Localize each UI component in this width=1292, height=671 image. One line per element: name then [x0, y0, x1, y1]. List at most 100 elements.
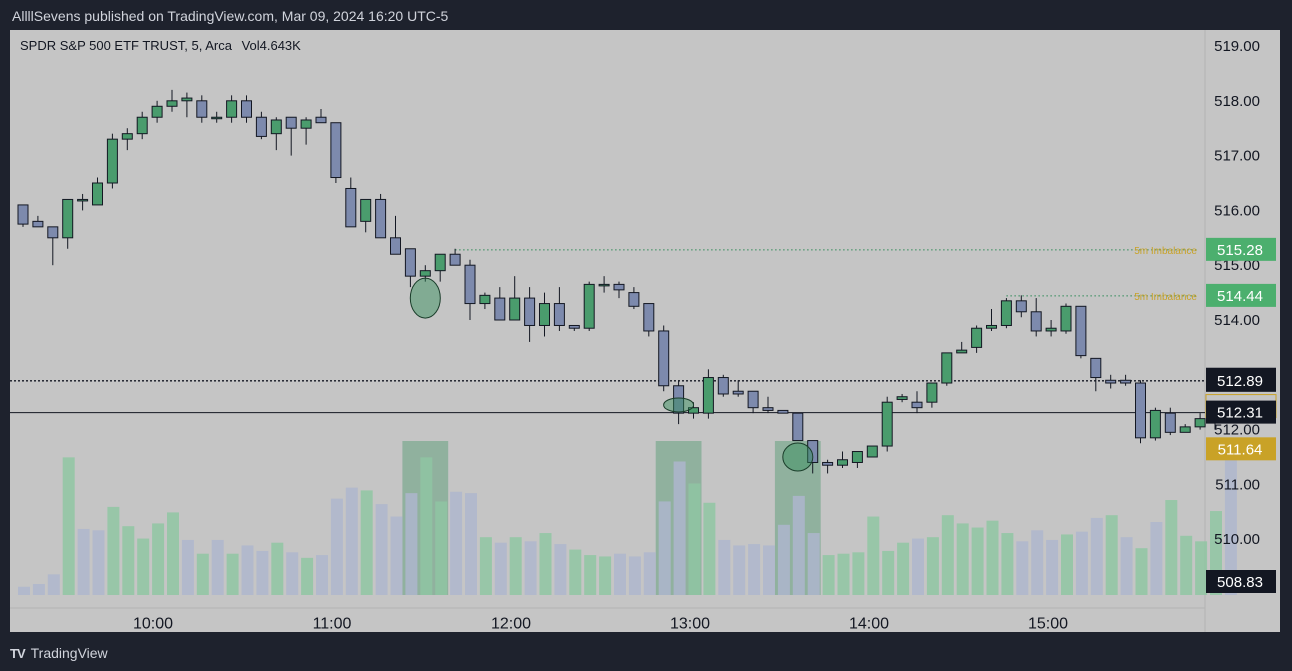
candle[interactable]: [702, 369, 714, 419]
candle[interactable]: [673, 380, 685, 425]
volume-bar: [852, 552, 865, 595]
candle[interactable]: [1120, 374, 1132, 386]
candle[interactable]: [449, 248, 461, 266]
candle[interactable]: [956, 341, 968, 354]
candle[interactable]: [494, 287, 506, 321]
candle[interactable]: [643, 303, 655, 337]
candle[interactable]: [92, 177, 103, 206]
candle[interactable]: [375, 193, 387, 239]
candle[interactable]: [1194, 413, 1206, 430]
candle[interactable]: [777, 409, 789, 414]
volume-bar: [524, 541, 537, 595]
candle[interactable]: [47, 226, 59, 266]
candle[interactable]: [434, 253, 446, 282]
candle[interactable]: [241, 95, 252, 123]
candle[interactable]: [151, 100, 163, 123]
candle[interactable]: [330, 122, 342, 183]
candle[interactable]: [17, 204, 29, 227]
volume-bar: [241, 545, 254, 595]
candle[interactable]: [181, 92, 193, 118]
volume-bar: [196, 553, 209, 595]
volume-bar: [1001, 533, 1014, 595]
candle[interactable]: [1045, 320, 1057, 337]
candle[interactable]: [1000, 298, 1012, 329]
candle[interactable]: [509, 276, 521, 321]
candle[interactable]: [1060, 303, 1072, 334]
candle-body: [583, 283, 595, 329]
volume-bar: [107, 506, 120, 595]
candle[interactable]: [837, 451, 848, 468]
candle[interactable]: [1075, 305, 1087, 359]
candle[interactable]: [479, 292, 491, 310]
candle[interactable]: [196, 95, 208, 123]
candle[interactable]: [732, 380, 744, 397]
price-label-text: 508.83: [1217, 574, 1263, 591]
candle[interactable]: [553, 287, 565, 331]
candle[interactable]: [926, 382, 938, 408]
candle[interactable]: [1105, 374, 1117, 389]
candle[interactable]: [881, 396, 893, 452]
candle-body: [807, 440, 819, 463]
candle[interactable]: [583, 281, 595, 331]
candle[interactable]: [1015, 295, 1027, 318]
candle[interactable]: [866, 445, 878, 458]
candle[interactable]: [211, 111, 223, 123]
volume-bar: [688, 483, 701, 595]
candle[interactable]: [166, 89, 178, 112]
candle[interactable]: [628, 287, 640, 310]
volume-bar: [316, 555, 328, 595]
candle[interactable]: [464, 259, 476, 320]
volume-bar: [1046, 539, 1059, 595]
candle[interactable]: [911, 391, 923, 414]
candle[interactable]: [1135, 380, 1146, 444]
candle[interactable]: [315, 109, 327, 124]
candle[interactable]: [106, 133, 118, 189]
candle[interactable]: [822, 459, 834, 474]
candle[interactable]: [658, 325, 670, 392]
candle[interactable]: [1090, 357, 1102, 392]
candle[interactable]: [300, 117, 312, 145]
candle[interactable]: [32, 215, 44, 228]
volume-bar: [509, 537, 522, 595]
candle[interactable]: [941, 352, 953, 386]
candle[interactable]: [270, 117, 282, 151]
candle[interactable]: [1164, 407, 1176, 436]
candle[interactable]: [62, 198, 74, 249]
volume-bar: [986, 520, 999, 595]
candle[interactable]: [1030, 298, 1042, 337]
volume-bar: [301, 557, 314, 595]
candle[interactable]: [77, 193, 89, 211]
volume-bar: [479, 537, 492, 595]
candle[interactable]: [613, 281, 625, 299]
candle[interactable]: [851, 451, 863, 468]
chart-area[interactable]: 5m Imbalance 5m Imbalance 519.00 518.00 517.…: [10, 30, 1280, 632]
candle[interactable]: [792, 412, 804, 442]
candle[interactable]: [360, 198, 372, 233]
candle[interactable]: [539, 292, 550, 337]
candle[interactable]: [971, 325, 983, 353]
candle[interactable]: [136, 111, 148, 140]
candle[interactable]: [121, 128, 133, 151]
volume-bar: [569, 549, 582, 595]
candle[interactable]: [986, 309, 997, 331]
candle[interactable]: [524, 287, 536, 342]
candle[interactable]: [717, 374, 729, 397]
candle[interactable]: [1179, 424, 1191, 433]
candle-body: [1194, 418, 1206, 428]
candle[interactable]: [404, 248, 416, 288]
candle[interactable]: [598, 276, 610, 293]
candle[interactable]: [568, 324, 580, 331]
candle[interactable]: [1149, 407, 1161, 441]
candle[interactable]: [747, 390, 759, 414]
price-label-box: [1206, 283, 1276, 307]
candle[interactable]: [226, 95, 238, 123]
candle[interactable]: [255, 111, 267, 140]
price-chart[interactable]: 5m Imbalance 5m Imbalance 519.00 518.00 517.…: [10, 30, 1280, 632]
candle[interactable]: [419, 265, 431, 282]
candle[interactable]: [345, 177, 357, 228]
candle[interactable]: [762, 396, 774, 414]
candle[interactable]: [390, 215, 401, 255]
candle-body: [419, 270, 431, 277]
candle[interactable]: [896, 393, 908, 403]
candle[interactable]: [285, 116, 297, 156]
